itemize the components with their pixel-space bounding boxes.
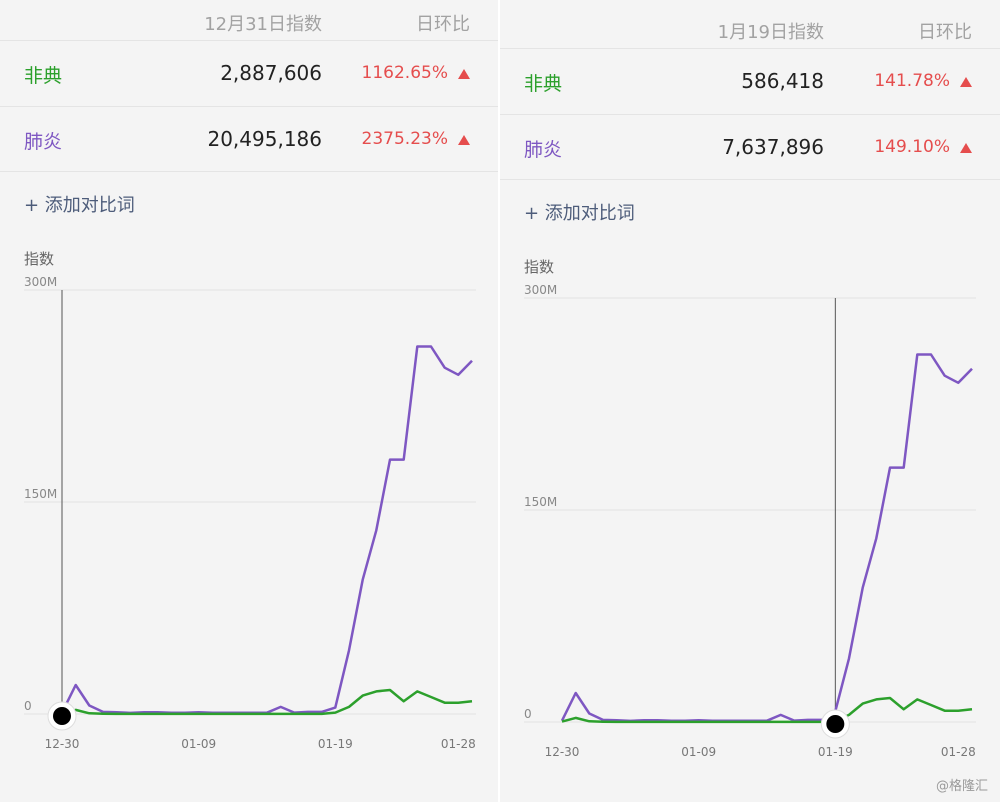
x-tick-label: 01-19 [818,745,853,759]
y-tick-label: 150M [24,487,57,501]
term-label: 非典 [24,65,63,87]
trend-chart: 指数 300M 150M 0 12-30 01-09 01-19 01-28 [24,250,476,751]
term-value: 2,887,606 [220,61,322,85]
term-row[interactable]: 肺炎 20,495,186 2375.23% [0,106,498,172]
series-line [60,345,473,715]
series-line [561,696,973,724]
term-value: 20,495,186 [207,127,322,151]
left-panel: 12月31日指数 日环比 非典 2,887,606 1162.65% 肺炎 20… [0,0,498,802]
cursor-dot [826,715,845,733]
term-value: 7,637,896 [722,135,824,159]
term-label: 非典 [524,73,563,95]
y-tick-label: 300M [524,283,557,297]
x-tick-label: 12-30 [45,737,80,751]
day-ratio-header: 日环比 [918,22,972,43]
y-axis-label: 指数 [524,258,554,276]
term-change: 2375.23% [361,129,448,149]
term-row[interactable]: 非典 2,887,606 1162.65% [0,40,498,105]
term-value: 586,418 [741,69,824,93]
x-tick-label: 01-28 [441,737,476,751]
x-tick-label: 01-09 [681,745,716,759]
up-triangle-icon [458,135,470,145]
cursor-dot [53,707,71,725]
x-tick-label: 01-19 [318,737,353,751]
x-tick-label: 01-09 [181,737,216,751]
term-label: 肺炎 [24,131,63,153]
y-tick-label: 0 [524,707,532,721]
trend-chart: 指数 300M 150M 0 12-30 01-09 01-19 01-28 [524,258,976,759]
watermark: @格隆汇 [935,779,988,794]
up-triangle-icon [960,77,972,87]
term-row[interactable]: 肺炎 7,637,896 149.10% [500,114,1000,180]
date-index-header: 12月31日指数 [204,14,322,35]
term-label: 肺炎 [524,139,563,161]
day-ratio-header: 日环比 [416,14,470,35]
series-line [560,353,973,723]
term-change: 141.78% [874,71,950,91]
up-triangle-icon [960,143,972,153]
table-header: 1月19日指数 日环比 [500,8,1000,48]
date-index-header: 1月19日指数 [717,22,824,43]
add-compare-button[interactable]: + 添加对比词 [24,195,135,216]
up-triangle-icon [458,69,470,79]
y-axis-label: 指数 [24,250,54,268]
table-header: 12月31日指数 日环比 [0,0,498,40]
add-compare-button[interactable]: + 添加对比词 [524,203,635,224]
term-change: 149.10% [874,137,950,157]
y-tick-label: 300M [24,275,57,289]
term-change: 1162.65% [361,63,448,83]
series-line [61,688,473,716]
y-tick-label: 150M [524,495,557,509]
x-tick-label: 12-30 [545,745,580,759]
term-row[interactable]: 非典 586,418 141.78% [500,48,1000,113]
y-tick-label: 0 [24,699,32,713]
x-tick-label: 01-28 [941,745,976,759]
right-panel: 1月19日指数 日环比 非典 586,418 141.78% 肺炎 7,637,… [500,0,1000,802]
